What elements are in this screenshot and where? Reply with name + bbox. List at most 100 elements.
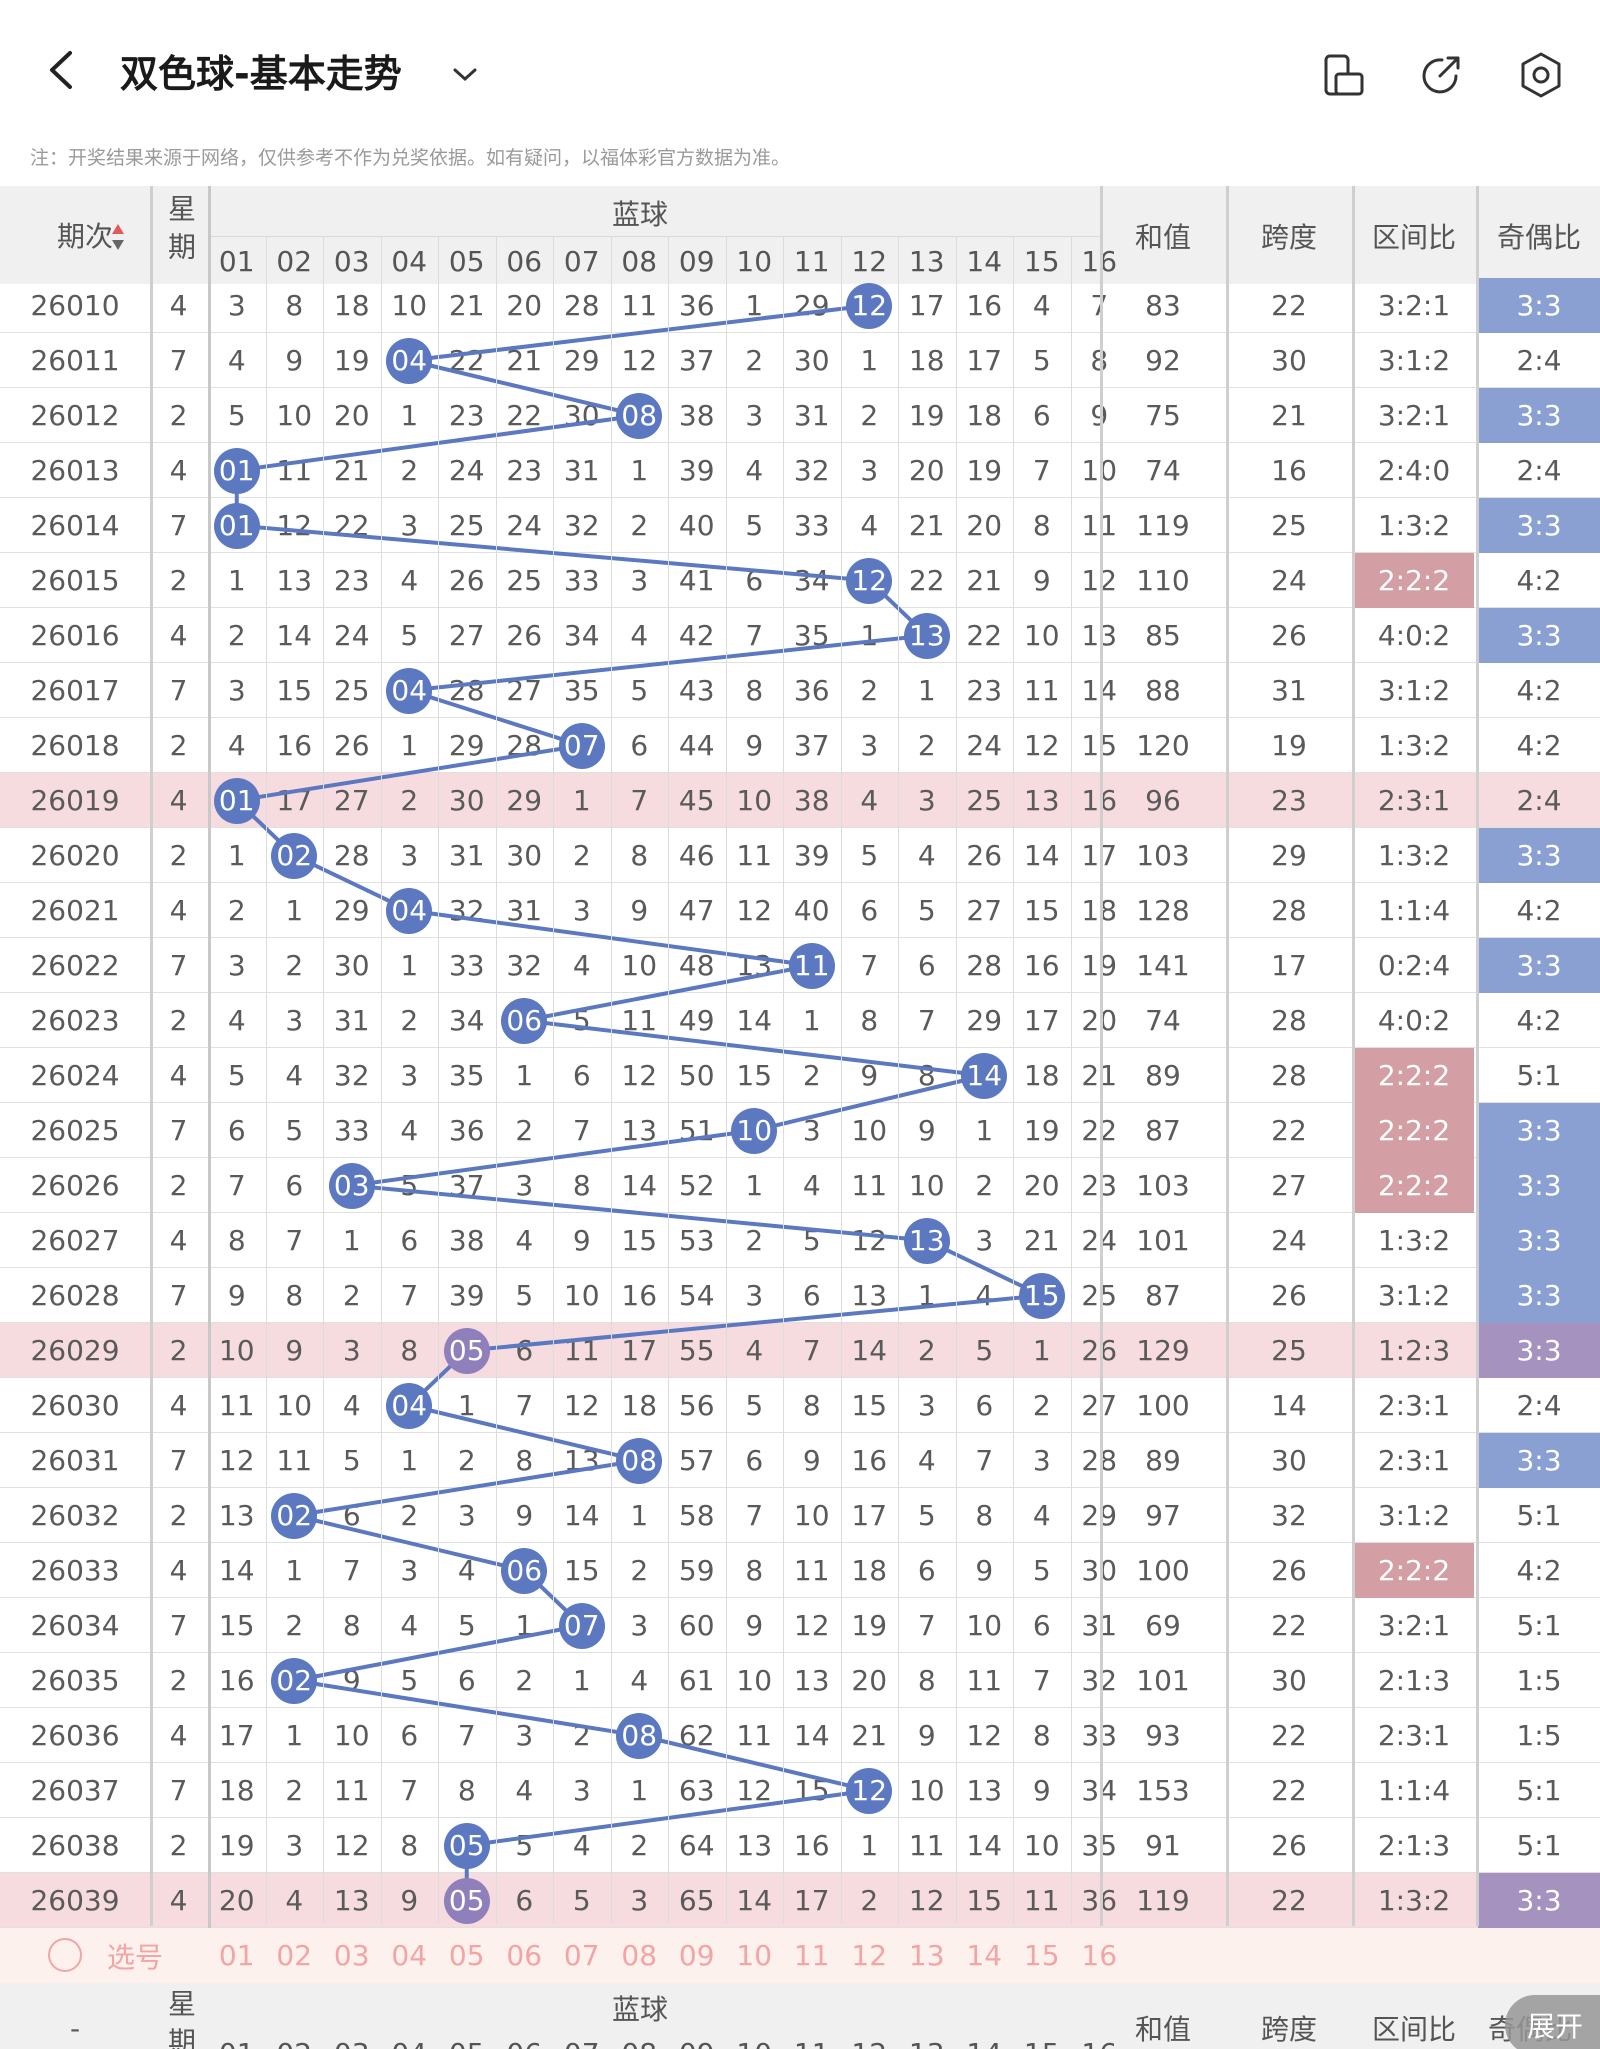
- omission-cell: 1: [457, 1389, 476, 1422]
- omission-cell: 8: [745, 674, 764, 707]
- omission-cell: 1: [745, 1169, 764, 1202]
- section-divider: [1476, 186, 1479, 1926]
- select-ball-12[interactable]: 12: [851, 1939, 888, 1972]
- rotate-button[interactable]: [1320, 52, 1368, 100]
- page-title[interactable]: 双色球-基本走势: [120, 52, 402, 96]
- omission-cell: 4: [515, 1774, 534, 1807]
- omission-cell: 23: [966, 674, 1003, 707]
- omission-cell: 8: [342, 1609, 361, 1642]
- sum-cell: 87: [1145, 1114, 1181, 1147]
- sum-cell: 89: [1145, 1444, 1181, 1477]
- select-ball-07[interactable]: 07: [563, 1939, 600, 1972]
- select-ball-02[interactable]: 02: [276, 1939, 313, 1972]
- bottom-header-weekday: 星期: [164, 1989, 197, 2049]
- omission-cell: 3: [285, 1829, 304, 1862]
- title-dropdown[interactable]: [450, 60, 480, 90]
- omission-cell: 5: [917, 894, 936, 927]
- omission-cell: 7: [975, 1444, 994, 1477]
- select-ball-16[interactable]: 16: [1081, 1939, 1118, 1972]
- span-cell: 26: [1271, 1554, 1307, 1587]
- period-cell: 26024: [30, 1059, 120, 1092]
- omission-cell: 36: [448, 1114, 485, 1147]
- omission-cell: 15: [851, 1389, 888, 1422]
- select-ball-13[interactable]: 13: [908, 1939, 945, 1972]
- sort-icon[interactable]: [110, 222, 126, 252]
- omission-cell: 9: [285, 1334, 304, 1367]
- select-ball-05[interactable]: 05: [448, 1939, 485, 1972]
- weekday-cell: 7: [169, 949, 188, 982]
- omission-cell: 24: [1071, 1213, 1129, 1268]
- blue-col-divider: [783, 236, 784, 1924]
- omission-cell: 13: [1023, 784, 1060, 817]
- header-sum: 和值: [1134, 221, 1191, 254]
- omission-cell: 10: [736, 784, 773, 817]
- odd-even-cell: 4:2: [1516, 1554, 1562, 1587]
- select-ball-01[interactable]: 01: [218, 1939, 255, 1972]
- select-ball-04[interactable]: 04: [391, 1939, 428, 1972]
- omission-cell: 8: [457, 1774, 476, 1807]
- settings-icon: [1521, 52, 1561, 98]
- omission-cell: 3: [572, 894, 591, 927]
- weekday-cell: 7: [169, 1774, 188, 1807]
- omission-cell: 12: [621, 344, 658, 377]
- omission-cell: 3: [400, 839, 419, 872]
- omission-cell: 5: [285, 1114, 304, 1147]
- omission-cell: 17: [276, 784, 313, 817]
- omission-cell: 7: [227, 1169, 246, 1202]
- back-button[interactable]: [40, 45, 80, 95]
- select-label[interactable]: 选号: [106, 1940, 163, 1974]
- omission-cell: 9: [917, 1719, 936, 1752]
- period-cell: 26013: [30, 454, 120, 487]
- span-cell: 14: [1271, 1389, 1307, 1422]
- odd-even-cell: 5:1: [1516, 1829, 1562, 1862]
- omission-cell: 31: [506, 894, 543, 927]
- omission-cell: 9: [745, 729, 764, 762]
- select-ball-14[interactable]: 14: [966, 1939, 1003, 1972]
- share-button[interactable]: [1416, 50, 1466, 100]
- zone-ratio-cell: 1:3:2: [1377, 729, 1451, 762]
- omission-cell: 4: [227, 729, 246, 762]
- sum-cell: 100: [1136, 1554, 1190, 1587]
- select-ball-09[interactable]: 09: [678, 1939, 715, 1972]
- omission-cell: 1: [975, 1114, 994, 1147]
- omission-cell: 52: [678, 1169, 715, 1202]
- omission-cell: 30: [448, 784, 485, 817]
- omission-cell: 19: [1023, 1114, 1060, 1147]
- omission-cell: 13: [793, 1664, 830, 1697]
- select-ball-10[interactable]: 10: [736, 1939, 773, 1972]
- section-divider: [1100, 186, 1103, 1926]
- expand-button[interactable]: 展开: [1505, 1995, 1600, 2049]
- omission-cell: 21: [966, 564, 1003, 597]
- omission-cell: 7: [917, 1609, 936, 1642]
- omission-cell: 4: [802, 1169, 821, 1202]
- omission-cell: 25: [966, 784, 1003, 817]
- omission-cell: 36: [678, 289, 715, 322]
- header-blue-01: 01: [218, 244, 255, 278]
- weekday-cell: 4: [169, 1884, 188, 1917]
- select-ball-15[interactable]: 15: [1023, 1939, 1060, 1972]
- select-ball-11[interactable]: 11: [793, 1939, 830, 1972]
- select-ball-03[interactable]: 03: [333, 1939, 370, 1972]
- zone-ratio-cell: 2:2:2: [1354, 1103, 1474, 1158]
- select-ball-06[interactable]: 06: [506, 1939, 543, 1972]
- omission-cell: 5: [227, 399, 246, 432]
- omission-cell: 3: [515, 1169, 534, 1202]
- omission-cell: 4: [285, 1884, 304, 1917]
- omission-cell: 65: [678, 1884, 715, 1917]
- omission-cell: 15: [1023, 894, 1060, 927]
- omission-cell: 6: [917, 1554, 936, 1587]
- zone-ratio-cell: 2:1:3: [1377, 1664, 1451, 1697]
- settings-button[interactable]: [1516, 50, 1566, 100]
- odd-even-cell: 3:3: [1478, 938, 1600, 993]
- omission-cell: 25: [506, 564, 543, 597]
- omission-cell: 7: [860, 949, 879, 982]
- omission-cell: 15: [1071, 718, 1129, 773]
- omission-cell: 6: [457, 1664, 476, 1697]
- omission-cell: 2: [285, 949, 304, 982]
- omission-cell: 48: [678, 949, 715, 982]
- odd-even-cell: 3:3: [1478, 1103, 1600, 1158]
- zone-ratio-cell: 0:2:4: [1377, 949, 1451, 982]
- header-period[interactable]: 期次: [56, 220, 113, 253]
- select-ball-08[interactable]: 08: [621, 1939, 658, 1972]
- select-radio[interactable]: [48, 1938, 82, 1972]
